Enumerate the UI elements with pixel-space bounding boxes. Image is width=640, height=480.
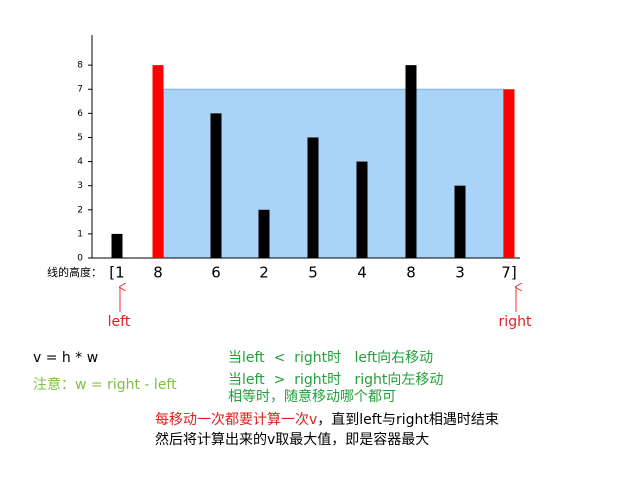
bar xyxy=(405,65,417,258)
x-tick-label: 6 xyxy=(211,264,221,282)
x-tick-label: [1 xyxy=(109,264,124,282)
rule: 当left > right时 right向左移动 xyxy=(228,372,443,388)
rule: 相等时，随意移动哪个都可 xyxy=(228,388,396,405)
width-note: 注意：w = right - left xyxy=(33,376,177,393)
y-tick-label: 6 xyxy=(77,109,83,119)
x-tick-label: 4 xyxy=(357,264,367,282)
bar xyxy=(258,209,270,258)
y-tick-label: 7 xyxy=(77,85,83,95)
rule: 当left < right时 left向右移动 xyxy=(228,350,433,366)
bar xyxy=(503,89,515,258)
left-pointer: left xyxy=(108,314,131,330)
summary: 然后将计算出来的v取最大值，即是容器最大 xyxy=(155,431,429,448)
bar xyxy=(210,113,222,258)
x-tick-label: 8 xyxy=(406,264,416,282)
y-tick-label: 5 xyxy=(77,133,83,143)
bar xyxy=(454,185,466,258)
y-tick-label: 8 xyxy=(77,61,83,71)
bar xyxy=(152,65,164,258)
right-pointer: right xyxy=(499,314,532,330)
y-tick-label: 4 xyxy=(77,157,83,167)
bar xyxy=(307,137,319,258)
x-tick-label: 3 xyxy=(455,264,465,282)
x-tick-label: 7] xyxy=(501,264,516,282)
bar xyxy=(111,233,123,258)
x-tick-label: 2 xyxy=(259,264,269,282)
y-tick-label: 3 xyxy=(77,181,83,191)
x-tick-label: 5 xyxy=(308,264,318,282)
y-tick-label: 2 xyxy=(77,205,83,215)
summary-red: 每移动一次都要计算一次v xyxy=(155,412,317,428)
y-tick-label: 0 xyxy=(77,254,83,264)
bar xyxy=(356,161,368,258)
x-tick-label: 8 xyxy=(153,264,163,282)
summary-rest: ，直到left与right相遇时结束 xyxy=(317,411,499,428)
summary: 每移动一次都要计算一次v，直到left与right相遇时结束 xyxy=(155,411,499,428)
formula: v = h * w xyxy=(33,350,98,366)
y-tick-label: 1 xyxy=(77,229,83,239)
x-label: 线的高度： xyxy=(47,265,102,279)
